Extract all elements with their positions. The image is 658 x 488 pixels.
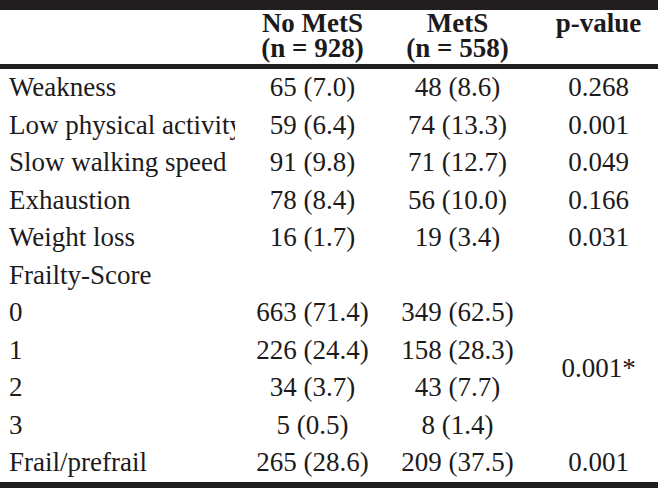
cell-mets: 209 (37.5) [390,444,525,486]
cell-p-value [525,257,658,295]
cell-mets: 48 (8.6) [390,67,525,107]
header-mets: MetS (n = 558) [390,5,525,67]
cell-no-mets: 59 (6.4) [235,107,390,145]
row-label: Exhaustion [0,182,235,220]
table-row-low-physical-activity: Low physical activity 59 (6.4) 74 (13.3)… [0,107,658,145]
cell-mets: 43 (7.7) [390,369,525,407]
header-p-value: p-value [525,5,658,67]
row-label: Slow walking speed [0,144,235,182]
cell-mets: 19 (3.4) [390,219,525,257]
header-mets-line2: (n = 558) [390,36,525,61]
cell-mets: 56 (10.0) [390,182,525,220]
cell-p-value-frailty-score: 0.001* [525,294,658,444]
row-label: Low physical activity [0,107,235,145]
cell-mets: 74 (13.3) [390,107,525,145]
header-no-mets-line2: (n = 928) [235,36,390,61]
table-row-frail-prefrail: Frail/prefrail 265 (28.6) 209 (37.5) 0.0… [0,444,658,486]
row-label: Weakness [0,67,235,107]
row-label: Frail/prefrail [0,444,235,486]
row-label: 1 [0,332,235,370]
cell-p-value: 0.166 [525,182,658,220]
row-label: 0 [0,294,235,332]
row-label: Frailty-Score [0,257,235,295]
cell-p-value: 0.049 [525,144,658,182]
cell-no-mets: 5 (0.5) [235,407,390,445]
header-row: No MetS (n = 928) MetS (n = 558) p-value [0,5,658,67]
table-row-exhaustion: Exhaustion 78 (8.4) 56 (10.0) 0.166 [0,182,658,220]
cell-mets [390,257,525,295]
cell-no-mets: 65 (7.0) [235,67,390,107]
paper-table-page: No MetS (n = 928) MetS (n = 558) p-value… [0,0,658,488]
cell-mets: 158 (28.3) [390,332,525,370]
cell-mets: 71 (12.7) [390,144,525,182]
table-row-frailty-score-heading: Frailty-Score [0,257,658,295]
table-row-weakness: Weakness 65 (7.0) 48 (8.6) 0.268 [0,67,658,107]
header-empty [0,5,235,67]
cell-mets: 349 (62.5) [390,294,525,332]
cell-no-mets: 16 (1.7) [235,219,390,257]
cell-p-value: 0.001 [525,107,658,145]
cell-mets: 8 (1.4) [390,407,525,445]
frailty-mets-comparison-table: No MetS (n = 928) MetS (n = 558) p-value… [0,0,658,488]
cell-p-value: 0.001 [525,444,658,486]
table-row-slow-walking-speed: Slow walking speed 91 (9.8) 71 (12.7) 0.… [0,144,658,182]
cell-no-mets: 91 (9.8) [235,144,390,182]
row-label: Weight loss [0,219,235,257]
cell-no-mets: 34 (3.7) [235,369,390,407]
cell-no-mets: 78 (8.4) [235,182,390,220]
row-label: 2 [0,369,235,407]
cell-no-mets: 663 (71.4) [235,294,390,332]
table-row-weight-loss: Weight loss 16 (1.7) 19 (3.4) 0.031 [0,219,658,257]
table-row-score-0: 0 663 (71.4) 349 (62.5) 0.001* [0,294,658,332]
row-label: 3 [0,407,235,445]
cell-no-mets: 226 (24.4) [235,332,390,370]
cell-no-mets: 265 (28.6) [235,444,390,486]
cell-no-mets [235,257,390,295]
cell-p-value: 0.031 [525,219,658,257]
header-no-mets: No MetS (n = 928) [235,5,390,67]
cell-p-value: 0.268 [525,67,658,107]
